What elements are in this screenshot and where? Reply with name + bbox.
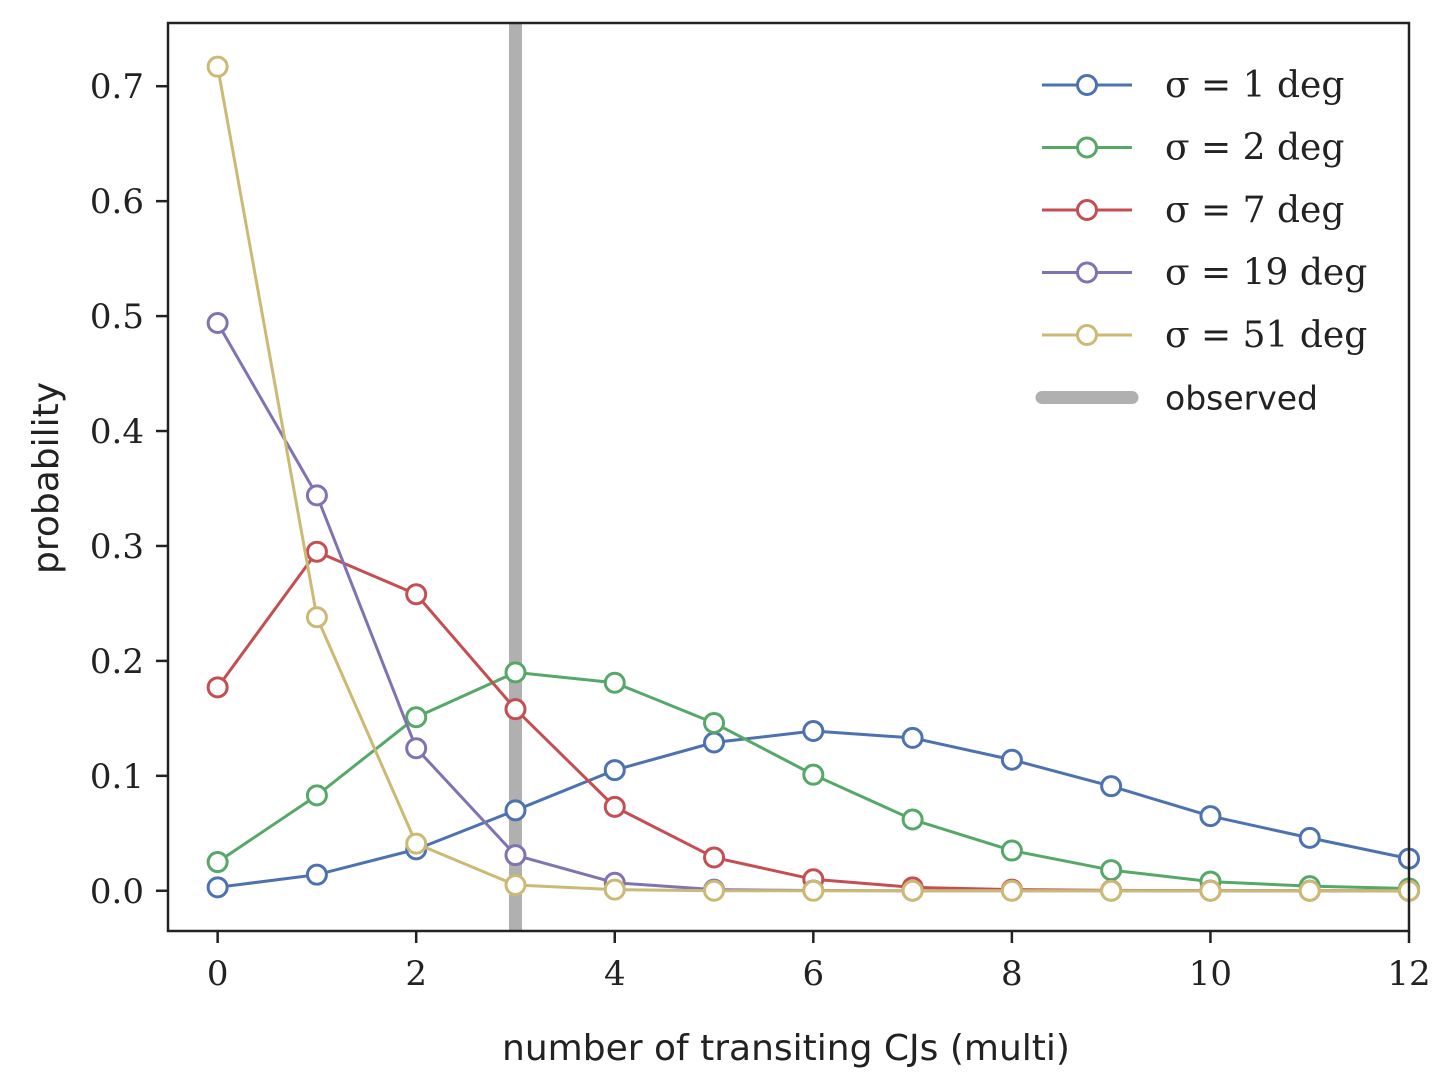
legend-marker xyxy=(1076,199,1098,221)
y-tick-label: 0.4 xyxy=(90,412,144,452)
data-point xyxy=(206,876,229,899)
data-point xyxy=(802,720,825,743)
data-point xyxy=(504,844,527,867)
data-point xyxy=(504,874,527,897)
legend-label: observed xyxy=(1165,379,1318,418)
data-point xyxy=(504,698,527,721)
data-point xyxy=(901,879,924,902)
legend-item-sigma-1: σ = 1 deg xyxy=(1042,65,1344,106)
legend-item-sigma-51: σ = 51 deg xyxy=(1042,315,1367,356)
legend-item-sigma-19: σ = 19 deg xyxy=(1042,253,1367,294)
legend-label: σ = 7 deg xyxy=(1165,190,1344,231)
data-point xyxy=(1298,826,1321,849)
data-point xyxy=(703,879,726,902)
x-axis: 0 2 4 6 8 10 12 xyxy=(207,931,1431,994)
y-axis-title: probability xyxy=(26,382,67,574)
x-axis-title: number of transiting CJs (multi) xyxy=(502,1028,1070,1069)
data-point xyxy=(1000,879,1023,902)
y-tick-label: 0.5 xyxy=(90,297,144,337)
plot-frame xyxy=(166,21,1411,933)
x-tick-label: 2 xyxy=(405,954,427,994)
data-point xyxy=(1100,859,1123,882)
data-point xyxy=(405,832,428,855)
data-point xyxy=(206,311,229,334)
legend: σ = 1 deg σ = 2 deg σ = 7 deg σ = 19 deg σ =… xyxy=(1035,65,1367,418)
data-point xyxy=(603,878,626,901)
data-point xyxy=(901,726,924,749)
series-51-deg xyxy=(206,55,1420,902)
x-tick-label: 0 xyxy=(207,954,229,994)
data-point xyxy=(603,795,626,818)
legend-item-sigma-2: σ = 2 deg xyxy=(1042,128,1344,169)
data-point xyxy=(603,759,626,782)
series-line xyxy=(217,729,1410,889)
legend-marker xyxy=(1076,136,1098,159)
data-point xyxy=(305,606,328,629)
data-point xyxy=(405,706,428,729)
data-point xyxy=(703,846,726,869)
data-point xyxy=(603,671,626,694)
legend-marker xyxy=(1076,74,1098,96)
data-point xyxy=(802,879,825,902)
data-point xyxy=(703,731,726,754)
x-tick-label: 4 xyxy=(604,954,626,994)
data-point xyxy=(305,484,328,507)
y-tick-label: 0.1 xyxy=(90,757,144,797)
y-tick-label: 0.2 xyxy=(90,642,144,682)
data-point xyxy=(504,799,527,822)
legend-label: σ = 1 deg xyxy=(1165,65,1344,106)
data-point xyxy=(1100,879,1123,902)
data-point xyxy=(1000,748,1023,771)
data-point xyxy=(1199,805,1222,828)
data-point xyxy=(405,737,428,760)
y-tick-label: 0.0 xyxy=(90,872,144,912)
y-tick-label: 0.6 xyxy=(90,182,144,222)
y-tick-label: 0.3 xyxy=(90,527,144,567)
x-tick-label: 8 xyxy=(1001,954,1023,994)
legend-label: σ = 2 deg xyxy=(1165,128,1344,169)
data-point xyxy=(703,711,726,734)
data-point xyxy=(206,851,229,874)
legend-item-observed: observed xyxy=(1035,379,1318,418)
data-point xyxy=(305,784,328,807)
data-point xyxy=(305,863,328,886)
plot-marks xyxy=(206,23,1420,931)
data-point xyxy=(1100,775,1123,798)
data-point xyxy=(206,55,229,78)
legend-item-sigma-7: σ = 7 deg xyxy=(1042,190,1344,231)
data-point xyxy=(305,540,328,563)
y-tick-label: 0.7 xyxy=(90,67,144,107)
x-tick-label: 10 xyxy=(1189,954,1232,994)
data-point xyxy=(504,661,527,684)
data-point xyxy=(802,763,825,786)
data-point xyxy=(1199,879,1222,902)
data-point xyxy=(1298,879,1321,902)
data-point xyxy=(1000,839,1023,862)
x-tick-label: 12 xyxy=(1387,954,1430,994)
legend-marker xyxy=(1076,261,1098,284)
legend-label: σ = 19 deg xyxy=(1165,253,1367,294)
data-point xyxy=(901,808,924,831)
y-axis: 0.0 0.1 0.2 0.3 0.4 0.5 0.6 0.7 xyxy=(90,67,168,912)
x-tick-label: 6 xyxy=(802,954,824,994)
data-point xyxy=(405,583,428,606)
legend-marker xyxy=(1076,324,1098,346)
data-point xyxy=(206,676,229,699)
legend-label: σ = 51 deg xyxy=(1165,315,1367,356)
